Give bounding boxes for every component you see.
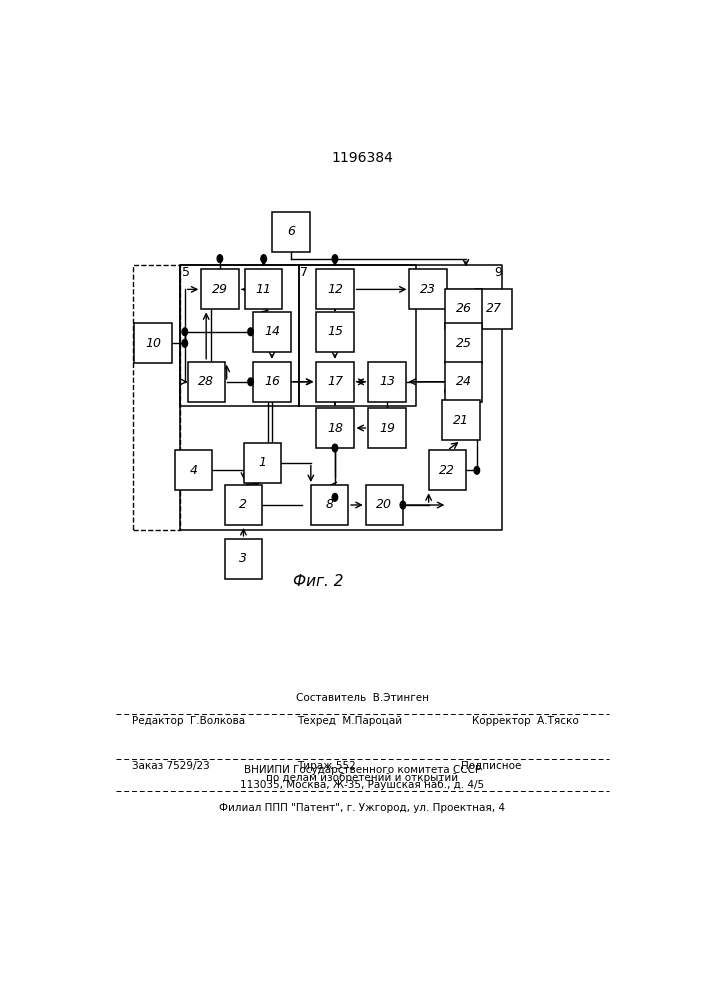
Text: 17: 17 (327, 375, 343, 388)
FancyBboxPatch shape (368, 408, 406, 448)
Circle shape (332, 493, 338, 501)
FancyBboxPatch shape (316, 312, 354, 352)
Text: Редактор  Г.Волкова: Редактор Г.Волкова (132, 716, 245, 726)
Text: 25: 25 (456, 337, 472, 350)
Text: ВНИИПИ Государственного комитета СССР: ВНИИПИ Государственного комитета СССР (244, 765, 481, 775)
Text: 1: 1 (259, 456, 267, 469)
FancyBboxPatch shape (245, 269, 282, 309)
FancyBboxPatch shape (475, 289, 513, 329)
Text: Подписное: Подписное (461, 761, 521, 771)
FancyBboxPatch shape (409, 269, 447, 309)
FancyBboxPatch shape (201, 269, 238, 309)
Circle shape (248, 328, 253, 336)
FancyBboxPatch shape (366, 485, 403, 525)
Text: 5: 5 (182, 266, 189, 279)
Text: Корректор  А.Тяско: Корректор А.Тяско (472, 716, 578, 726)
Text: 19: 19 (379, 422, 395, 434)
FancyBboxPatch shape (445, 289, 482, 329)
Circle shape (182, 328, 187, 336)
Text: 3: 3 (240, 552, 247, 565)
FancyBboxPatch shape (428, 450, 466, 490)
Text: 12: 12 (327, 283, 343, 296)
Text: 6: 6 (287, 225, 295, 238)
FancyBboxPatch shape (175, 450, 212, 490)
Text: 2: 2 (240, 498, 247, 512)
Text: 10: 10 (145, 337, 161, 350)
Circle shape (332, 255, 338, 262)
Text: 7: 7 (300, 266, 308, 279)
Text: 20: 20 (376, 498, 392, 512)
FancyBboxPatch shape (272, 212, 310, 252)
Text: 28: 28 (198, 375, 214, 388)
FancyBboxPatch shape (253, 312, 291, 352)
FancyBboxPatch shape (244, 443, 281, 483)
Text: Фиг. 2: Фиг. 2 (293, 574, 344, 589)
Text: 4: 4 (189, 464, 197, 477)
Text: Филиал ППП "Патент", г. Ужгород, ул. Проектная, 4: Филиал ППП "Патент", г. Ужгород, ул. Про… (219, 803, 506, 813)
Text: 9: 9 (494, 266, 502, 279)
Text: 16: 16 (264, 375, 280, 388)
Circle shape (217, 255, 223, 262)
Text: Техред  М.Пароцай: Техред М.Пароцай (297, 716, 402, 726)
Text: 8: 8 (325, 498, 334, 512)
FancyBboxPatch shape (316, 362, 354, 402)
Circle shape (248, 378, 253, 386)
Text: 26: 26 (456, 302, 472, 315)
Text: 24: 24 (456, 375, 472, 388)
Text: 21: 21 (453, 414, 469, 427)
Text: 22: 22 (439, 464, 455, 477)
FancyBboxPatch shape (253, 362, 291, 402)
Text: Составитель  В.Этинген: Составитель В.Этинген (296, 693, 429, 703)
Text: Заказ 7529/23: Заказ 7529/23 (132, 761, 210, 771)
Text: по делам изобретений и открытий: по делам изобретений и открытий (267, 773, 458, 783)
Text: Тираж 552: Тираж 552 (297, 761, 356, 771)
Text: 23: 23 (420, 283, 436, 296)
Text: 27: 27 (486, 302, 502, 315)
FancyBboxPatch shape (368, 362, 406, 402)
Circle shape (261, 255, 267, 262)
Text: 1196384: 1196384 (332, 151, 393, 165)
Text: 13: 13 (379, 375, 395, 388)
Circle shape (474, 466, 479, 474)
FancyBboxPatch shape (311, 485, 348, 525)
Circle shape (182, 339, 187, 347)
FancyBboxPatch shape (445, 323, 482, 363)
Text: 11: 11 (256, 283, 271, 296)
Text: 15: 15 (327, 325, 343, 338)
Text: 29: 29 (212, 283, 228, 296)
Text: 14: 14 (264, 325, 280, 338)
Circle shape (400, 501, 406, 509)
FancyBboxPatch shape (445, 362, 482, 402)
Text: 18: 18 (327, 422, 343, 434)
FancyBboxPatch shape (316, 408, 354, 448)
FancyBboxPatch shape (225, 539, 262, 579)
FancyBboxPatch shape (225, 485, 262, 525)
FancyBboxPatch shape (443, 400, 479, 440)
FancyBboxPatch shape (316, 269, 354, 309)
FancyBboxPatch shape (134, 323, 172, 363)
FancyBboxPatch shape (187, 362, 225, 402)
Circle shape (332, 444, 338, 452)
Text: 113035, Москва, Ж-35, Раушская наб., д. 4/5: 113035, Москва, Ж-35, Раушская наб., д. … (240, 780, 484, 790)
